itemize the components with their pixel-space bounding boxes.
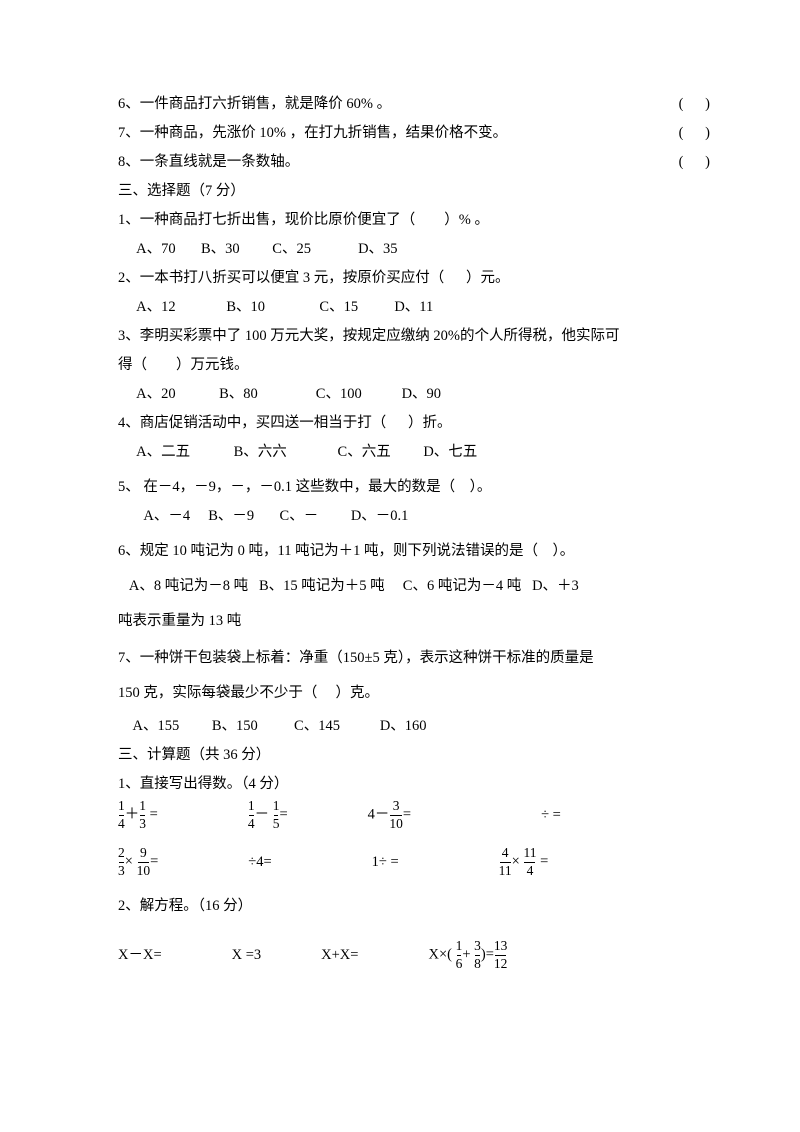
choice-q6-tail: 吨表示重量为 13 吨	[90, 607, 710, 636]
eq-c3: X+X=	[321, 941, 358, 970]
frac-icon: 16	[456, 939, 463, 972]
frac-icon: 1312	[494, 939, 508, 972]
tf-q6: 6、一件商品打六折销售，就是降价 60% 。 ( )	[90, 90, 710, 119]
calc-r1-c1: 14＋13 =	[118, 799, 158, 832]
calc-row-2: 23× 910= ÷4= 1÷ = 411× 114 =	[90, 846, 710, 879]
eq-c2: X =3	[232, 941, 262, 970]
choice-q1-opts: A、70 B、30 C、25 D、35	[90, 235, 710, 264]
tf-q7-paren: ( )	[679, 119, 710, 148]
calc-sub1: 1、直接写出得数。（4 分）	[90, 770, 710, 799]
choice-q6: 6、规定 10 吨记为 0 吨，11 吨记为＋1 吨，则下列说法错误的是（ ）。	[90, 537, 710, 566]
tf-q8: 8、一条直线就是一条数轴。 ( )	[90, 148, 710, 177]
calc-r1-c4: ÷ =	[541, 801, 561, 830]
eq-row: X－X= X =3 X+X= X×( 16+ 38)=1312	[90, 939, 710, 972]
eq-c4: X×( 16+ 38)=1312	[428, 939, 507, 972]
calc-r2-c1: 23× 910=	[118, 846, 158, 879]
choice-q3a: 3、李明买彩票中了 100 万元大奖，按规定应缴纳 20%的个人所得税，他实际可	[90, 322, 710, 351]
choice-q7b: 150 克，实际每袋最少不少于（ ）克。	[90, 679, 710, 708]
frac-icon: 23	[118, 846, 125, 879]
choice-q2: 2、一本书打八折买可以便宜 3 元，按原价买应付（ ）元。	[90, 264, 710, 293]
frac-icon: 13	[139, 799, 146, 832]
tf-q8-paren: ( )	[679, 148, 710, 177]
calc-r2-c4: 411× 114 =	[499, 846, 549, 879]
tf-q7: 7、一种商品，先涨价 10% ，在打九折销售，结果价格不变。 ( )	[90, 119, 710, 148]
choice-q3b: 得（ ）万元钱。	[90, 351, 710, 380]
section-choice-title: 三、选择题（7 分）	[90, 177, 710, 206]
choice-q7-opts: A、155 B、150 C、145 D、160	[90, 712, 710, 741]
calc-r1-c3: 4－310=	[368, 799, 411, 832]
frac-icon: 14	[248, 799, 255, 832]
choice-q5-opts: A、－4 B、－9 C、－ D、－0.1	[90, 502, 710, 531]
eq-c1: X－X=	[118, 941, 162, 970]
frac-icon: 310	[389, 799, 403, 832]
choice-q6-opts: A、8 吨记为－8 吨 B、15 吨记为＋5 吨 C、6 吨记为－4 吨 D、＋…	[90, 572, 710, 601]
frac-icon: 38	[474, 939, 481, 972]
choice-q3-opts: A、20 B、80 C、100 D、90	[90, 380, 710, 409]
frac-icon: 114	[523, 846, 536, 879]
choice-q4: 4、商店促销活动中，买四送一相当于打（ ）折。	[90, 409, 710, 438]
choice-q1: 1、一种商品打七折出售，现价比原价便宜了（ ）% 。	[90, 206, 710, 235]
choice-q4-opts: A、二五 B、六六 C、六五 D、七五	[90, 438, 710, 467]
tf-q6-text: 6、一件商品打六折销售，就是降价 60% 。	[118, 96, 391, 112]
calc-row-1: 14＋13 = 14－ 15= 4－310= ÷ =	[90, 799, 710, 832]
tf-q7-text: 7、一种商品，先涨价 10% ，在打九折销售，结果价格不变。	[118, 125, 507, 141]
section-calc-title: 三、计算题（共 36 分）	[90, 741, 710, 770]
calc-sub2: 2、解方程。（16 分）	[90, 892, 710, 921]
frac-icon: 14	[118, 799, 125, 832]
tf-q6-paren: ( )	[679, 90, 710, 119]
calc-r1-c2: 14－ 15=	[248, 799, 288, 832]
choice-q7a: 7、一种饼干包装袋上标着：净重（150±5 克），表示这种饼干标准的质量是	[90, 644, 710, 673]
frac-icon: 15	[273, 799, 280, 832]
choice-q2-opts: A、12 B、10 C、15 D、11	[90, 293, 710, 322]
tf-q8-text: 8、一条直线就是一条数轴。	[118, 154, 299, 170]
calc-r2-c3: 1÷ =	[372, 848, 399, 877]
choice-q5: 5、 在－4，－9，－，－0.1 这些数中，最大的数是（ ）。	[90, 473, 710, 502]
frac-icon: 411	[499, 846, 512, 879]
calc-r2-c2: ÷4=	[248, 848, 271, 877]
frac-icon: 910	[137, 846, 151, 879]
worksheet-page: 6、一件商品打六折销售，就是降价 60% 。 ( ) 7、一种商品，先涨价 10%…	[0, 0, 800, 1046]
